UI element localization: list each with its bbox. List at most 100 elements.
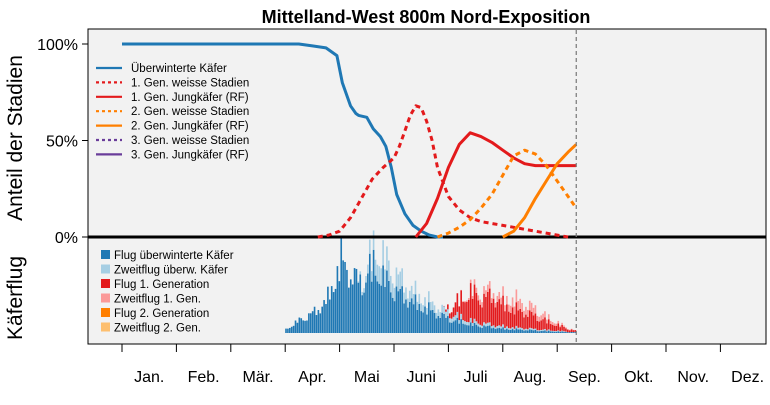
flight-bar: [557, 323, 560, 331]
flight-bar: [443, 313, 445, 333]
flight-bar: [420, 303, 423, 312]
flight-bar: [380, 285, 383, 333]
flight-bar: [469, 317, 472, 323]
flight-bar: [532, 328, 535, 331]
flight-bar: [492, 298, 495, 326]
flight-bar: [386, 270, 388, 333]
flight-bar: [429, 310, 432, 333]
flight-bar: [479, 304, 482, 325]
flight-bar: [532, 315, 535, 329]
flight-bar: [506, 295, 508, 305]
flight-bar: [572, 330, 575, 333]
flight-bar: [355, 268, 358, 333]
flight-bar: [559, 331, 561, 333]
flight-bar: [502, 286, 504, 296]
flight-bar: [292, 325, 295, 333]
flight-bar: [563, 331, 565, 332]
flight-bar: [559, 325, 561, 328]
flight-bar: [523, 310, 525, 318]
legend-label: 2. Gen. weisse Stadien: [131, 106, 249, 118]
flight-bar: [426, 308, 428, 315]
flight-bar: [357, 281, 360, 283]
y-tick-label: 50%: [46, 134, 78, 151]
flight-bar: [551, 322, 554, 325]
flight-bar: [519, 298, 522, 309]
flight-bar: [530, 328, 533, 330]
flight-bar: [532, 307, 535, 316]
flight-bar: [530, 311, 533, 329]
flight-bar: [487, 284, 489, 292]
flight-bars: [285, 230, 577, 333]
flight-bar: [481, 302, 483, 308]
y-tick-label: 100%: [37, 37, 78, 54]
flight-bar: [570, 328, 573, 330]
flight-bar: [515, 289, 518, 303]
flight-bar: [483, 325, 485, 333]
legend-swatch: [101, 293, 110, 303]
flight-bar: [496, 328, 499, 333]
flight-bar: [485, 290, 487, 297]
flight-bar: [410, 285, 413, 299]
flight-bar: [536, 321, 539, 331]
flight-bar: [410, 298, 413, 333]
flight-bar: [439, 312, 442, 318]
flight-bar: [490, 298, 493, 303]
flight-bar: [544, 329, 546, 331]
flight-bar: [542, 313, 544, 320]
flight-bar: [408, 290, 411, 302]
flight-bar: [416, 301, 419, 310]
flight-bar: [551, 324, 554, 331]
flight-bar: [527, 330, 529, 333]
flight-bar: [473, 279, 476, 285]
legend-label: 3. Gen. Jungkäfer (RF): [131, 149, 249, 161]
flight-bar: [467, 325, 470, 333]
flight-bar: [357, 282, 360, 333]
flight-bar: [384, 286, 386, 333]
flight-bar: [448, 313, 451, 319]
flight-bar: [368, 239, 371, 254]
flight-bar: [389, 275, 392, 293]
legend-label: Zweitflug 1. Gen.: [114, 294, 201, 306]
flight-bar: [544, 311, 546, 318]
flight-bar: [485, 323, 487, 327]
flight-bar: [477, 295, 480, 301]
flight-bar: [391, 283, 394, 298]
flight-bar: [521, 328, 523, 330]
y-axis-label-bottom: Käferflug: [4, 256, 27, 340]
legend-swatch: [101, 250, 110, 259]
flight-bar: [500, 297, 502, 305]
series-line: [436, 148, 578, 239]
flight-bar: [488, 325, 491, 333]
flight-bar: [445, 309, 447, 312]
flight-bar: [504, 327, 506, 330]
flight-bar: [479, 327, 482, 333]
legend-label: 3. Gen. weisse Stadien: [131, 135, 249, 147]
flight-bar: [513, 330, 516, 333]
legend-label: Zweitflug 2. Gen.: [114, 323, 201, 335]
flight-bar: [525, 328, 527, 331]
flight-bar: [384, 269, 386, 287]
flight-bar: [466, 300, 468, 302]
flight-bar: [494, 329, 497, 333]
flight-bar: [397, 291, 400, 333]
flight-bar: [538, 330, 541, 332]
flight-bar: [395, 286, 398, 333]
flight-bar: [492, 327, 495, 333]
flight-bar: [454, 320, 457, 333]
flight-bar: [450, 322, 453, 333]
flight-bar: [458, 320, 461, 324]
flight-bar: [504, 329, 506, 333]
flight-bar: [565, 328, 567, 332]
legend-label: Überwinterte Käfer: [131, 63, 227, 75]
flight-bar: [405, 299, 407, 333]
flight-bar: [285, 328, 287, 333]
flight-bar: [429, 301, 432, 311]
flight-bar: [483, 293, 485, 323]
flight-bar: [504, 311, 506, 328]
flight-bar: [521, 311, 523, 329]
series-line: [317, 104, 569, 239]
flight-bar: [515, 328, 518, 333]
stage-legend: Überwinterte Käfer 1. Gen. weisse Stadien…: [96, 63, 249, 161]
flight-bar: [504, 305, 506, 312]
flight-bar: [407, 307, 409, 333]
